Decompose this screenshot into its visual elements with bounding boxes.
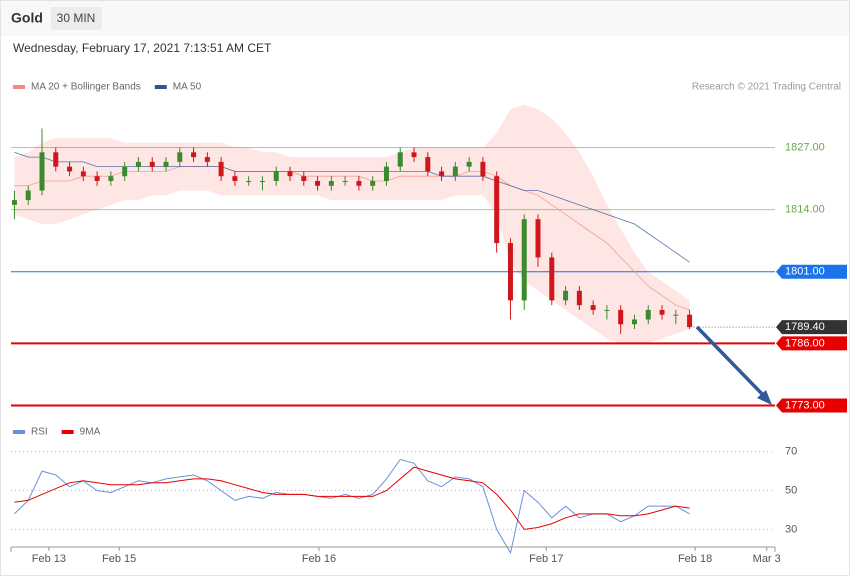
level-tag [776,264,847,279]
legend-label: MA 50 [173,82,202,93]
candle-body [452,166,458,177]
price-panel: MA 20 + Bollinger Bands MA 50 1827.00 1814.… [11,82,847,413]
candle-body [163,161,169,167]
candle-body [590,305,596,310]
legend-label: MA 20 + Bollinger Bands [31,82,141,93]
forecast-arrow-head [757,390,772,405]
level-tag [776,336,847,351]
candle-body [631,319,637,325]
level-label: 1814.00 [785,204,825,216]
candle-body [535,219,541,258]
candle-body [191,152,197,158]
x-tick-label: Feb 16 [302,553,336,565]
ma-line [14,151,690,263]
candle-body [80,171,86,177]
candle-body [94,176,100,181]
rsi-panel: RSI 9MA 70 50 30 Feb 13 Feb 15 Feb 16 Feb 17 Feb … [10,427,797,565]
candle-body [673,314,679,316]
x-tick-label: Feb 13 [32,553,66,565]
candle-body [507,243,513,301]
candle-body [397,152,403,167]
candle-body [232,176,238,181]
candle-body [122,166,128,177]
credit: Research © 2021 Trading Central [692,82,841,93]
title: Gold [11,10,43,26]
x-tick-label: Feb 18 [678,553,712,565]
x-tick-label: Feb 17 [529,553,563,565]
candle-body [687,314,693,328]
candle-body [480,161,486,177]
interval[interactable]: 30 MIN [57,11,96,25]
candle-body [273,171,279,181]
candle-body [342,180,348,182]
candle-body [149,161,155,167]
candle-body [549,257,555,301]
candle-body [328,180,334,186]
candle-body [659,309,665,315]
y-tick-label: 30 [785,523,797,535]
timestamp: Wednesday, February 17, 2021 7:13:51 AM … [13,41,272,55]
level-label: 1786.00 [785,337,825,349]
x-tick-label: Mar 3 [753,553,781,565]
candle-body [439,171,445,177]
rsi-line [14,466,690,530]
candle-body [370,180,376,186]
level-label: 1773.00 [785,399,825,411]
candle-body [356,180,362,186]
x-tick-label: Feb 15 [102,553,136,565]
candle-body [287,171,293,177]
candle-body [466,161,472,167]
legend-label: 9MA [80,427,101,438]
legend-swatch [61,430,74,434]
bollinger-band [14,104,690,344]
candle-body [563,290,569,301]
candle-body [521,219,527,301]
level-label: 1827.00 [785,141,825,153]
level-tag [776,398,847,413]
candle-body [383,166,389,181]
candle-body [494,176,500,244]
candle-body [25,190,31,201]
candle-body [204,157,210,162]
candle-body [11,200,17,205]
candle-body [645,309,651,320]
candle-body [259,180,265,182]
legend-label: RSI [31,427,48,438]
level-tag [776,320,847,335]
candle-body [315,180,321,186]
candle-body [246,180,252,182]
legend-swatch [154,85,167,89]
candle-body [39,152,45,191]
candle-body [218,161,224,177]
candle-body [177,152,183,162]
candle-body [301,176,307,181]
legend-swatch [13,430,25,434]
interval-box[interactable] [51,7,102,30]
header-bar [1,1,849,36]
candle-body [135,161,141,167]
candle-body [576,290,582,306]
candle-body [411,152,417,158]
candle-body [53,152,59,167]
level-label: 1789.40 [785,321,825,333]
candle-body [108,176,114,181]
candle-body [618,309,624,325]
candle-body [604,309,610,311]
candle-body [425,157,431,172]
forecast-arrow [695,325,767,399]
candle-body [67,166,73,172]
level-label: 1801.00 [785,266,825,278]
y-tick-label: 50 [785,484,797,496]
legend-swatch [13,85,25,89]
y-tick-label: 70 [785,446,797,458]
